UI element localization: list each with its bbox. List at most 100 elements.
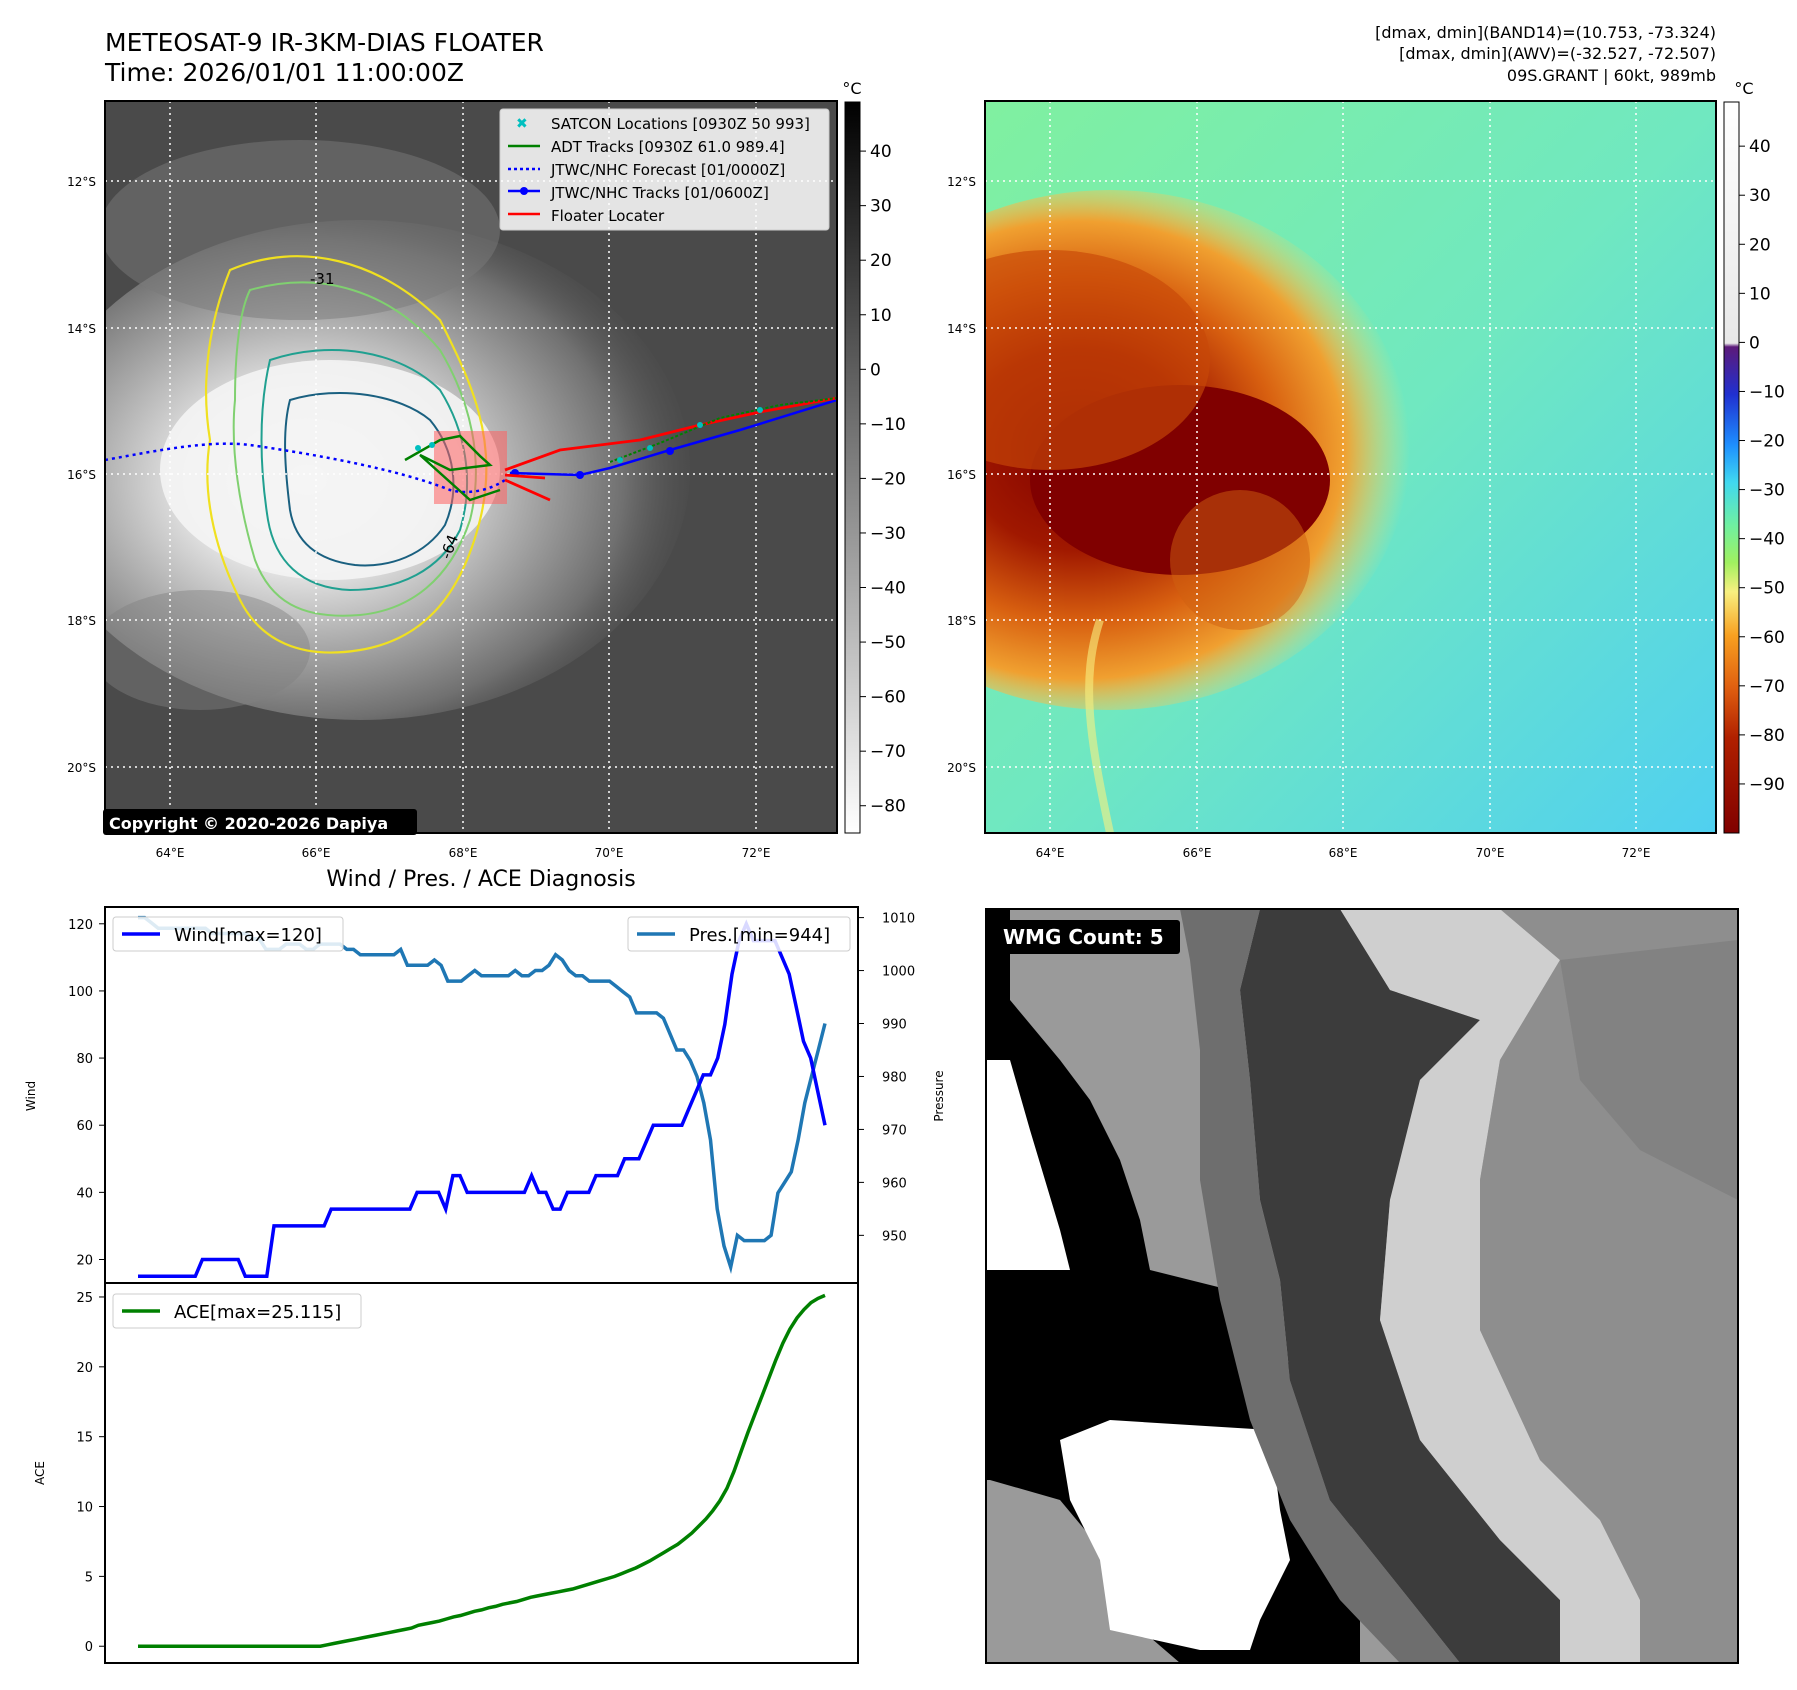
lon-label: 66°E — [302, 846, 331, 860]
colorbar-gray-tick-label: −60 — [870, 688, 906, 708]
wind-tick-label: 80 — [76, 1052, 93, 1067]
copyright-box — [103, 809, 417, 835]
ace-tick-label: 10 — [76, 1501, 93, 1516]
ace-tick-label: 15 — [76, 1431, 93, 1446]
stats-line2: [dmax, dmin](AWV)=(-32.527, -72.507) — [1399, 44, 1716, 63]
pres-tick-label: 980 — [882, 1070, 907, 1085]
colorbar-color-tick-label: −10 — [1749, 382, 1785, 402]
colorbar-color-tick-label: −30 — [1749, 481, 1785, 501]
colorbar-gray-tick-label: −30 — [870, 524, 906, 544]
figure-title-line1: METEOSAT-9 IR-3KM-DIAS FLOATER — [105, 28, 544, 57]
colorbar-gray-tick-label: −50 — [870, 633, 906, 653]
lon-label: 68°E — [449, 846, 478, 860]
colorbar-color-tick-label: −20 — [1749, 432, 1785, 452]
wind-axis-label: Wind — [24, 1081, 38, 1111]
colorbar-gray-tick-label: −10 — [870, 415, 906, 435]
contour-darkteal — [284, 391, 455, 567]
ace-tick-label: 5 — [85, 1570, 93, 1585]
pres-legend-label: Pres.[min=944] — [689, 925, 830, 946]
colorbar-gray-tick-label: 30 — [870, 197, 892, 217]
wmg-white-region — [1060, 1420, 1290, 1650]
legend-jtwc-marker — [520, 187, 528, 195]
legend-satcon-label: SATCON Locations [0930Z 50 993] — [551, 115, 810, 133]
pres-legend: Pres.[min=944] — [627, 916, 851, 952]
colorbar-gray-tick-label: 40 — [870, 142, 892, 162]
adt-track-east — [609, 397, 837, 463]
map-legend: ✖ SATCON Locations [0930Z 50 993] ADT Tr… — [499, 108, 830, 231]
pres-tick-label: 1010 — [882, 912, 915, 927]
color-lon-labels: 64°E 66°E 68°E 70°E 72°E — [1036, 846, 1651, 860]
colorbar-color-unit: °C — [1734, 79, 1753, 98]
legend-jtwc-label: JTWC/NHC Tracks [01/0600Z] — [550, 184, 769, 202]
legend-floater-label: Floater Locater — [551, 207, 665, 225]
lat-label: 20°S — [67, 761, 96, 775]
colorbar-color-tick-label: 0 — [1749, 333, 1760, 353]
jtwc-track-point — [576, 471, 584, 479]
adt-track — [404, 434, 501, 502]
jtwc-track — [509, 398, 837, 477]
ace-legend: ACE[max=25.115] — [112, 1293, 362, 1329]
colorbar-gray-tick-label: −20 — [870, 469, 906, 489]
color-map-panel: 12°S 14°S 16°S 18°S 20°S 64°E 66°E 68°E … — [947, 100, 1717, 860]
lat-label: 18°S — [947, 614, 976, 628]
colorbar-gray-tick-label: 20 — [870, 251, 892, 271]
lat-label: 12°S — [67, 175, 96, 189]
wind-tick-label: 100 — [68, 985, 93, 1000]
colorbar-gray-tick-label: −40 — [870, 579, 906, 599]
lat-label: 16°S — [67, 468, 96, 482]
diagnosis-title: Wind / Pres. / ACE Diagnosis — [326, 867, 635, 892]
contour-lightgreen — [232, 281, 477, 617]
wmg-medgray-band — [1180, 909, 1460, 1663]
stats-line1: [dmax, dmin](BAND14)=(10.753, -73.324) — [1375, 23, 1716, 42]
lon-label: 72°E — [742, 846, 771, 860]
colorbar-color-tick-label: 40 — [1749, 137, 1771, 157]
copyright-text: Copyright © 2020-2026 Dapiya — [109, 814, 388, 833]
wind-legend: Wind[max=120] — [112, 916, 344, 952]
ace-legend-label: ACE[max=25.115] — [174, 1302, 341, 1323]
lon-label: 64°E — [1036, 846, 1065, 860]
ace-chart: 0 5 10 15 20 25 ACE ACE[max=25.115] — [33, 1282, 859, 1664]
colorbar-color: °C 40 30 20 10 0 −10 −20 −30 −40 −50 −60 −70 −80 −90 — [1723, 79, 1785, 834]
color-gridlines — [985, 101, 1716, 833]
wmg-white-region — [986, 1060, 1070, 1270]
color-map-frame — [984, 100, 1717, 834]
legend-adt-label: ADT Tracks [0930Z 61.0 989.4] — [551, 138, 785, 156]
wmg-frame — [985, 908, 1739, 1664]
wind-tick-label: 40 — [76, 1186, 93, 1201]
pres-tick-label: 960 — [882, 1176, 907, 1191]
colorbar-gray-tick-label: −70 — [870, 742, 906, 762]
satcon-markers — [415, 407, 763, 463]
lon-label: 64°E — [156, 846, 185, 860]
wind-legend-label: Wind[max=120] — [174, 925, 322, 946]
wind-pres-chart: 20 40 60 80 100 120 950 960 970 980 990 1000 1010 W… — [24, 906, 946, 1284]
lon-label: 70°E — [1476, 846, 1505, 860]
colorbar-color-tick-label: −50 — [1749, 579, 1785, 599]
lon-label: 66°E — [1183, 846, 1212, 860]
wmg-count-box — [995, 920, 1180, 954]
ace-tick-label: 20 — [76, 1361, 93, 1376]
colorbar-color-tick-label: −60 — [1749, 628, 1785, 648]
lat-label: 20°S — [947, 761, 976, 775]
colorbar-color-tick-label: 10 — [1749, 284, 1771, 304]
colorbar-color-tick-label: −90 — [1749, 775, 1785, 795]
colorbar-color-tick-label: −40 — [1749, 530, 1785, 550]
contour-yellow — [204, 255, 488, 654]
wind-tick-label: 60 — [76, 1119, 93, 1134]
wind-pres-frame — [104, 906, 859, 1284]
ace-tick-label: 25 — [76, 1291, 93, 1306]
pres-tick-label: 970 — [882, 1123, 907, 1138]
legend-forecast-label: JTWC/NHC Forecast [01/0000Z] — [550, 161, 785, 179]
ir-lon-labels: 64°E 66°E 68°E 70°E 72°E — [156, 846, 771, 860]
ace-tick-label: 0 — [85, 1640, 93, 1655]
lat-label: 14°S — [67, 322, 96, 336]
colorbar-gray-tick-label: 0 — [870, 360, 881, 380]
colorbar-color-tick-label: 30 — [1749, 186, 1771, 206]
ace-series-line — [138, 1293, 826, 1648]
contour-teal — [260, 349, 469, 592]
colorbar-color-tick-label: 20 — [1749, 235, 1771, 255]
contour-label-31: -31 — [310, 270, 335, 288]
wmg-count-label: WMG Count: 5 — [1003, 925, 1164, 949]
pres-tick-label: 1000 — [882, 965, 915, 980]
lon-label: 70°E — [595, 846, 624, 860]
